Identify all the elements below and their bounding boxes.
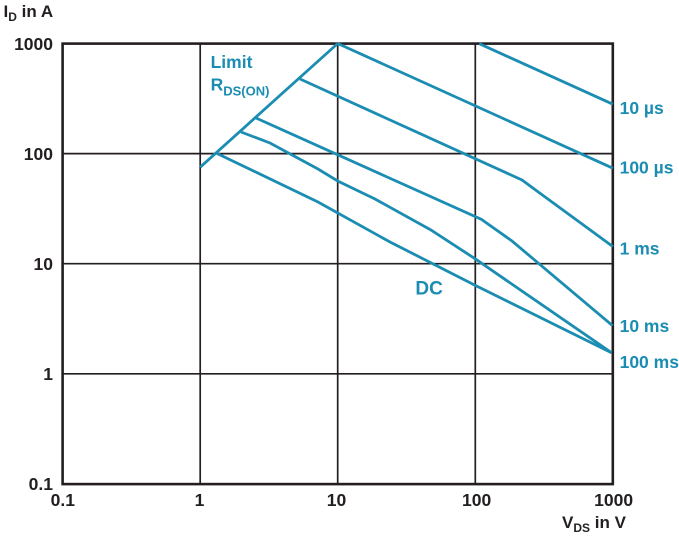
svg-text:1: 1	[43, 364, 53, 384]
svg-text:100 µs: 100 µs	[620, 158, 674, 178]
svg-text:1 ms: 1 ms	[620, 239, 660, 259]
svg-text:10 ms: 10 ms	[620, 316, 670, 336]
svg-text:10: 10	[327, 490, 347, 510]
svg-text:1000: 1000	[14, 34, 53, 54]
svg-text:Limit: Limit	[211, 52, 253, 72]
svg-text:1000: 1000	[594, 490, 633, 510]
svg-text:10: 10	[34, 254, 54, 274]
svg-text:100: 100	[24, 144, 53, 164]
svg-text:VDS in V: VDS in V	[562, 513, 627, 535]
svg-text:DC: DC	[415, 279, 443, 300]
svg-text:0.1: 0.1	[29, 474, 54, 494]
svg-text:ID in A: ID in A	[4, 2, 54, 24]
svg-text:0.1: 0.1	[51, 490, 76, 510]
svg-text:100: 100	[462, 490, 491, 510]
svg-text:1: 1	[195, 490, 205, 510]
svg-text:100 ms: 100 ms	[620, 352, 679, 372]
svg-text:10 µs: 10 µs	[620, 98, 664, 118]
svg-text:RDS(ON): RDS(ON)	[211, 74, 270, 98]
